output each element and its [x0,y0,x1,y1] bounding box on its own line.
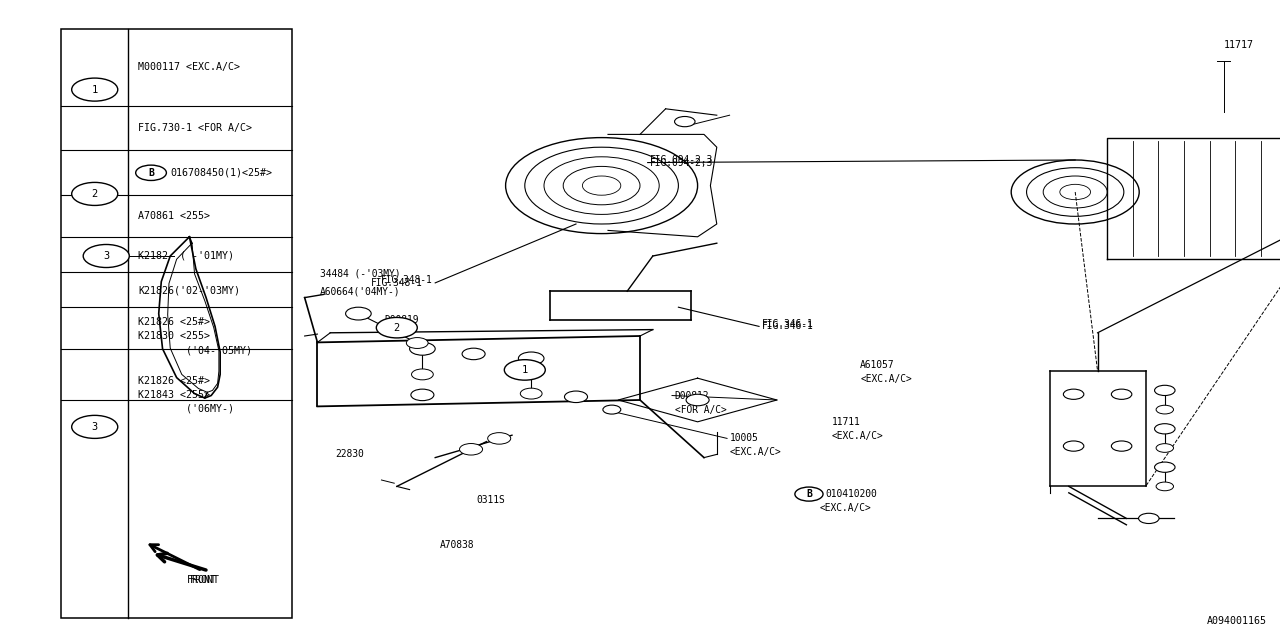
Text: 010410200: 010410200 [826,489,877,499]
Text: FIG.346-1: FIG.346-1 [762,321,813,332]
Text: <FOR A/C>: <FOR A/C> [675,404,726,415]
Text: K21843 <255>: K21843 <255> [138,390,210,400]
Text: K21826 <25#>: K21826 <25#> [138,317,210,327]
Circle shape [1064,389,1084,399]
Text: FIG.094-2,3: FIG.094-2,3 [650,157,713,168]
Circle shape [72,78,118,101]
Text: A60664('04MY-): A60664('04MY-) [320,286,401,296]
Circle shape [1111,441,1132,451]
Text: <EXC.A/C>: <EXC.A/C> [819,503,870,513]
Circle shape [136,165,166,180]
Text: 0311S: 0311S [476,495,504,506]
Text: 2: 2 [394,323,399,333]
Circle shape [1139,513,1160,524]
Text: K2182  ( -'01MY): K2182 ( -'01MY) [138,251,234,261]
Text: D00819: D00819 [384,315,419,325]
Circle shape [795,487,823,501]
Text: K21826('02-'03MY): K21826('02-'03MY) [138,285,241,296]
Circle shape [411,389,434,401]
Text: A094001165: A094001165 [1207,616,1267,626]
Circle shape [72,182,118,205]
Text: 34484 (-'03MY): 34484 (-'03MY) [320,268,401,278]
Text: 1: 1 [92,84,97,95]
Text: M000117 <EXC.A/C>: M000117 <EXC.A/C> [138,62,241,72]
Circle shape [520,353,543,364]
Circle shape [1111,389,1132,399]
Circle shape [410,342,435,355]
Circle shape [406,337,428,348]
Text: FRONT: FRONT [189,575,220,586]
Text: FIG.730-1 <FOR A/C>: FIG.730-1 <FOR A/C> [138,123,252,133]
Text: FRONT: FRONT [187,575,218,586]
Circle shape [518,352,544,365]
Text: 016708450(1)<25#>: 016708450(1)<25#> [170,168,273,178]
Text: <EXC.A/C>: <EXC.A/C> [730,447,781,458]
Circle shape [504,360,545,380]
Circle shape [412,369,433,380]
Circle shape [520,388,543,399]
Text: <EXC.A/C>: <EXC.A/C> [860,374,911,384]
Circle shape [1064,441,1084,451]
Circle shape [1155,385,1175,396]
Text: 2: 2 [92,189,97,199]
Circle shape [460,444,483,455]
Text: 11711: 11711 [832,417,860,428]
Text: FIG.346-1: FIG.346-1 [762,319,813,329]
Circle shape [346,307,371,320]
Circle shape [603,405,621,414]
Circle shape [1155,462,1175,472]
Circle shape [675,116,695,127]
Circle shape [1156,444,1174,452]
Text: A70838: A70838 [440,540,475,550]
Text: FIG.348-1: FIG.348-1 [371,278,422,288]
Circle shape [462,348,485,360]
Text: 10005: 10005 [730,433,758,444]
Text: 3: 3 [104,251,109,261]
Text: B: B [806,489,812,499]
Text: <EXC.A/C>: <EXC.A/C> [832,431,883,442]
Text: A70861 <255>: A70861 <255> [138,211,210,221]
Text: K21826 <25#>: K21826 <25#> [138,376,210,386]
Text: K21830 <255>: K21830 <255> [138,331,210,341]
Text: ('06MY-): ('06MY-) [138,404,234,414]
Text: 11717: 11717 [1224,40,1253,50]
Bar [61,29,292,618]
Circle shape [686,394,709,406]
Circle shape [488,433,511,444]
Text: FIG.348-1: FIG.348-1 [381,275,433,285]
Circle shape [411,343,434,355]
Text: FIG.094-2,3: FIG.094-2,3 [650,155,713,165]
Circle shape [376,317,417,338]
Text: 3: 3 [92,422,97,432]
Circle shape [564,391,588,403]
Circle shape [1156,482,1174,491]
Text: B: B [148,168,154,178]
Circle shape [1156,405,1174,414]
Text: ('04-'05MY): ('04-'05MY) [138,345,252,355]
Circle shape [582,176,621,195]
Text: D00812: D00812 [675,390,709,401]
Text: A61057: A61057 [860,360,895,370]
Circle shape [72,415,118,438]
Text: 1: 1 [522,365,527,375]
Circle shape [1155,424,1175,434]
Text: 22830: 22830 [335,449,364,460]
Circle shape [83,244,129,268]
